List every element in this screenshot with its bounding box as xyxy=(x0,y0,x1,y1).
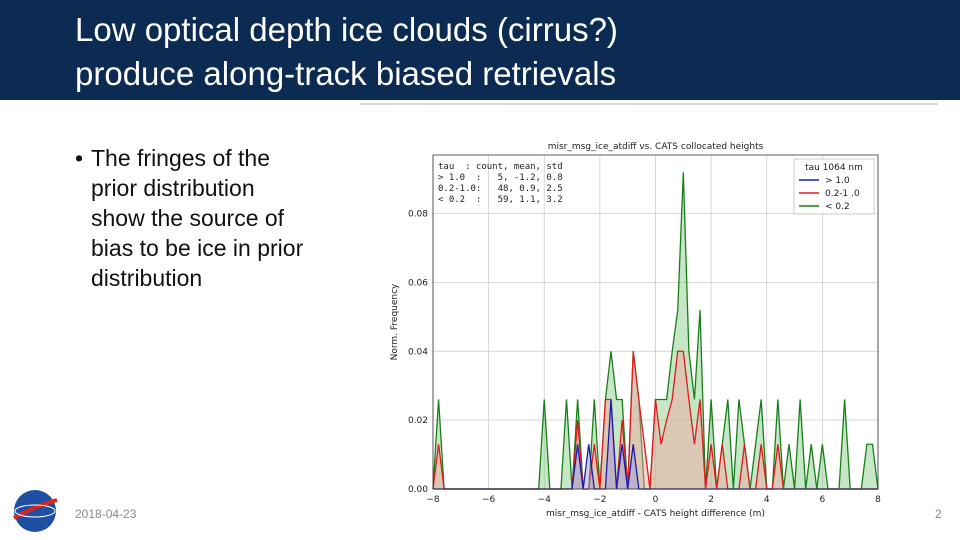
title-line: produce along-track biased retrievals xyxy=(75,55,617,92)
annotation: > 1.0 : 5, -1.2, 0.8 xyxy=(438,173,563,183)
bullet-line: prior distribution xyxy=(75,173,303,203)
bullet-line: bias to be ice in prior xyxy=(75,233,303,263)
bullet-line: distribution xyxy=(75,263,303,293)
logo xyxy=(13,490,58,532)
bullet-text: prior distribution xyxy=(91,175,255,201)
chart-title: misr_msg_ice_atdiff vs. CATS collocated … xyxy=(548,142,764,152)
bullet-text: The fringes of the xyxy=(91,145,270,171)
page-number: 2 xyxy=(935,507,942,521)
x-tick-label: −6 xyxy=(482,495,496,505)
y-tick-label: 0.04 xyxy=(408,347,428,357)
area-fill xyxy=(433,351,878,489)
bullet-list: • The fringes of the prior distribution sho… xyxy=(75,143,303,293)
legend-box xyxy=(793,158,875,215)
x-tick-label: 6 xyxy=(820,495,826,505)
bullet-marker: • xyxy=(75,145,84,171)
y-axis-label: Norm. Frequency xyxy=(390,283,400,360)
annotation: tau : count, mean, std xyxy=(438,162,563,172)
bullet-text: show the source of xyxy=(91,205,285,231)
date: 2018-04-23 xyxy=(75,507,137,521)
x-tick-label: 4 xyxy=(764,495,770,505)
y-tick-label: 0.02 xyxy=(408,416,428,426)
y-tick-label: 0.08 xyxy=(408,210,428,220)
bullet-text: distribution xyxy=(91,265,203,291)
legend-title: tau 1064 nm xyxy=(805,163,863,173)
legend-label: > 1.0 xyxy=(825,176,850,186)
y-tick-label: 0.06 xyxy=(408,278,428,288)
x-tick-label: −2 xyxy=(593,495,606,505)
y-tick-label: 0.00 xyxy=(408,485,428,495)
annotation: < 0.2 : 59, 1.1, 3.2 xyxy=(438,195,563,205)
x-tick-label: −8 xyxy=(426,495,440,505)
legend-label: 0.2-1 .0 xyxy=(825,189,860,199)
bullet-line: show the source of xyxy=(75,203,303,233)
x-tick-label: 8 xyxy=(875,495,881,505)
x-tick-label: 2 xyxy=(708,495,714,505)
title-line: Low optical depth ice clouds (cirrus?) xyxy=(75,11,618,48)
x-tick-label: 0 xyxy=(653,495,659,505)
bullet-text: bias to be ice in prior xyxy=(91,235,304,261)
bullet-line: • The fringes of the xyxy=(75,143,303,173)
legend-label: < 0.2 xyxy=(825,202,850,212)
plot-frame xyxy=(432,154,879,490)
annotation: 0.2-1.0: 48, 0.9, 2.5 xyxy=(438,184,563,194)
x-tick-label: −4 xyxy=(538,495,552,505)
x-axis-label: misr_msg_ice_atdiff - CATS height differ… xyxy=(546,509,765,519)
header: Low optical depth ice clouds (cirrus?) p… xyxy=(0,0,960,100)
divider xyxy=(360,103,938,105)
